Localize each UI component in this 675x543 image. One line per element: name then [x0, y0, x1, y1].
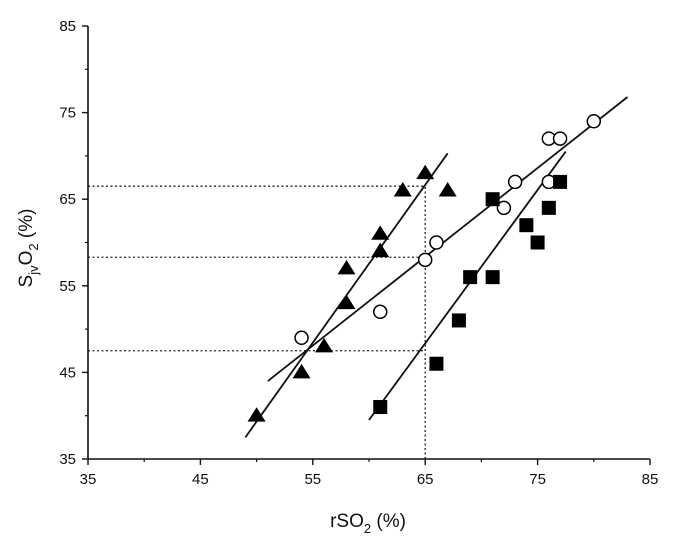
tick-labels: 35 45 55 65 75 85 35 45 55 65 75 85 [59, 18, 658, 488]
square-marker [519, 218, 534, 233]
x-axis-title: rSO2 (%) [330, 511, 406, 536]
axes [82, 25, 651, 465]
fit-lines [244, 96, 629, 438]
circle-marker [496, 200, 512, 216]
y-tick-label: 75 [59, 105, 76, 122]
square-marker [485, 192, 500, 207]
circle-marker [586, 114, 602, 129]
square-marker [373, 400, 388, 415]
triangle-marker [438, 182, 457, 197]
y-tick-label: 35 [59, 451, 76, 468]
triangle-marker [371, 242, 390, 258]
y-tick-label: 55 [59, 278, 76, 295]
squares-fit-line [368, 151, 567, 421]
square-marker [553, 174, 568, 189]
triangle-marker [315, 337, 334, 353]
square-marker [463, 270, 478, 285]
y-axis-title: SjvO2 (%) [16, 209, 41, 288]
square-marker [530, 235, 545, 250]
x-tick-label: 55 [304, 471, 321, 488]
circle-marker [372, 304, 388, 320]
square-marker [485, 270, 500, 285]
x-tick-label: 45 [192, 471, 209, 488]
square-marker [429, 356, 444, 371]
y-tick-label: 45 [59, 364, 76, 381]
triangle-marker [393, 182, 412, 197]
triangle-marker [337, 294, 356, 310]
triangle-marker [416, 164, 435, 180]
circle-marker [429, 235, 444, 250]
circles-fit-line [267, 96, 629, 382]
x-tick-label: 85 [642, 471, 659, 488]
circle-marker [507, 174, 523, 190]
circle-marker [294, 330, 309, 346]
y-tick-label: 85 [59, 18, 76, 35]
circle-marker [552, 131, 568, 146]
x-tick-label: 35 [80, 471, 97, 488]
triangle-marker [337, 259, 356, 275]
square-marker [451, 313, 466, 328]
x-tick-label: 65 [417, 471, 434, 488]
x-tick-label: 75 [529, 471, 546, 488]
y-tick-label: 65 [59, 191, 76, 208]
circle-marker [417, 252, 433, 268]
data-markers [247, 114, 602, 422]
square-marker [541, 200, 556, 215]
triangle-marker [292, 363, 311, 379]
triangle-marker [247, 407, 266, 422]
reference-lines [88, 185, 426, 459]
triangle-marker [371, 225, 390, 240]
